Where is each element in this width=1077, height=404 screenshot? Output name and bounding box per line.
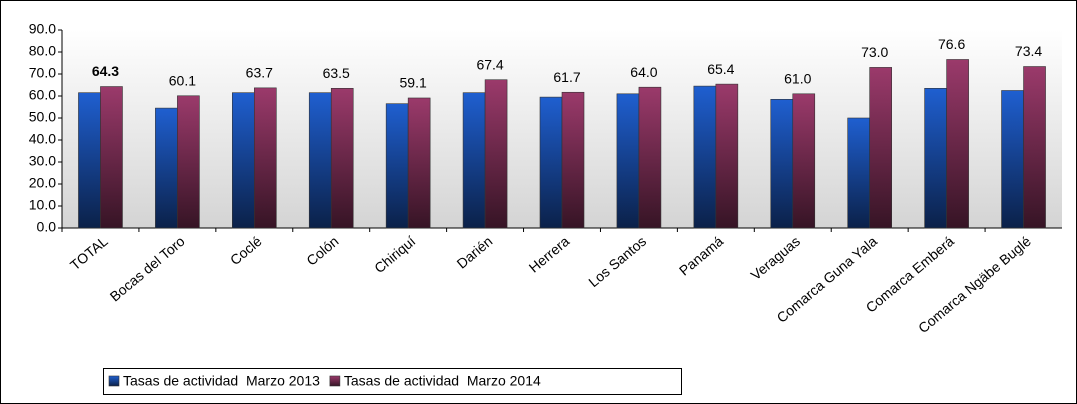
bar xyxy=(1001,90,1024,229)
bar xyxy=(232,92,255,229)
bar xyxy=(308,92,332,229)
y-tick-label: 40.0 xyxy=(29,131,56,147)
legend-label: Tasas de actividad Marzo 2014 xyxy=(344,373,541,389)
data-label: 73.4 xyxy=(1015,43,1042,59)
bar xyxy=(78,92,101,229)
data-label: 64.0 xyxy=(630,64,657,80)
bar xyxy=(715,83,739,229)
data-label: 65.4 xyxy=(707,61,734,77)
bar xyxy=(177,95,200,229)
y-tick-label: 60.0 xyxy=(29,87,56,103)
bar xyxy=(330,88,354,229)
data-label: 63.5 xyxy=(323,65,350,81)
legend-box xyxy=(103,368,682,395)
y-tick-label: 10.0 xyxy=(29,197,56,213)
bar xyxy=(462,92,486,229)
bar xyxy=(407,97,431,229)
y-tick-label: 30.0 xyxy=(29,153,56,169)
bar xyxy=(924,88,947,229)
legend-swatch xyxy=(108,375,120,387)
bar xyxy=(385,103,409,229)
data-label: 73.0 xyxy=(861,44,888,60)
bar xyxy=(254,87,277,229)
bar xyxy=(100,86,123,229)
bar xyxy=(155,107,178,229)
bar xyxy=(484,79,508,229)
data-label: 64.3 xyxy=(92,63,119,79)
data-label: 61.0 xyxy=(784,71,811,87)
bar xyxy=(946,59,969,229)
data-label: 76.6 xyxy=(938,36,965,52)
bar xyxy=(539,96,563,229)
data-label: 60.1 xyxy=(169,72,196,88)
legend-swatch xyxy=(329,375,341,387)
y-tick-label: 50.0 xyxy=(29,109,56,125)
data-label: 67.4 xyxy=(476,56,503,72)
bar xyxy=(561,91,585,229)
y-tick-label: 90.0 xyxy=(29,21,56,37)
data-label: 63.7 xyxy=(246,65,273,81)
bar xyxy=(638,86,662,229)
bar xyxy=(1023,66,1046,229)
bar xyxy=(847,117,870,229)
bar xyxy=(770,99,794,229)
data-label: 61.7 xyxy=(553,69,580,85)
bar xyxy=(792,93,816,229)
y-tick-label: 20.0 xyxy=(29,175,56,191)
bar xyxy=(869,67,892,229)
data-label: 59.1 xyxy=(400,75,427,91)
y-tick-label: 0.0 xyxy=(37,219,57,235)
bar xyxy=(693,85,717,229)
y-tick-label: 80.0 xyxy=(29,43,56,59)
y-tick-label: 70.0 xyxy=(29,65,56,81)
legend-label: Tasas de actividad Marzo 2013 xyxy=(123,373,320,389)
bar xyxy=(616,93,640,229)
